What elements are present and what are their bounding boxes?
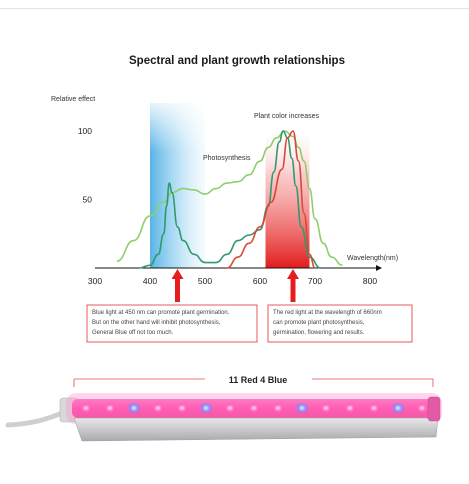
red-note-line-3: germination, flowering and results. xyxy=(273,330,365,336)
photosynthesis-label: Photosynthesis xyxy=(203,155,251,162)
chart-title: Spectral and plant growth relationships xyxy=(129,55,345,67)
red-note-line-2: can promote plant photosynthesis, xyxy=(273,320,365,326)
y-axis-label: Relative effect xyxy=(51,96,95,103)
led-red xyxy=(271,402,285,414)
led-red xyxy=(247,402,261,414)
x-tick-label: 700 xyxy=(308,276,322,286)
red-band xyxy=(265,125,310,268)
chart-area: Relative effect Wavelength(nm) 300 400 500 60… xyxy=(51,96,398,302)
power-cord xyxy=(5,410,65,428)
led-red xyxy=(175,402,189,414)
led-red xyxy=(343,402,357,414)
end-cap-right xyxy=(427,396,441,422)
led-red xyxy=(367,402,381,414)
led-red xyxy=(415,402,429,414)
x-tick-label: 500 xyxy=(198,276,212,286)
product-illustration: 11 Red 4 Blue xyxy=(5,375,442,442)
x-tick-label: 800 xyxy=(363,276,377,286)
red-note-box xyxy=(267,304,413,343)
led-red xyxy=(151,402,165,414)
x-tick-label: 400 xyxy=(143,276,157,286)
x-tick-label: 300 xyxy=(88,276,102,286)
plant-color-label: Plant color increases xyxy=(254,113,319,120)
blue-note-box xyxy=(86,304,258,343)
led-red xyxy=(79,402,93,414)
x-tick-label: 600 xyxy=(253,276,267,286)
led-row xyxy=(79,402,429,414)
chlorophyll-curve xyxy=(138,130,321,269)
y-tick-label: 50 xyxy=(83,195,93,205)
tube-base xyxy=(73,417,439,442)
x-axis-label: Wavelength(nm) xyxy=(347,255,398,262)
led-blue xyxy=(295,402,309,414)
red-note-line-1: The red light at the wavelength of 660nm xyxy=(273,310,382,316)
led-blue xyxy=(127,402,141,414)
led-red xyxy=(223,402,237,414)
led-red xyxy=(103,402,117,414)
x-axis-arrow xyxy=(376,265,382,271)
led-blue xyxy=(391,402,405,414)
led-red xyxy=(319,402,333,414)
blue-note-line-1: Blue light at 450 nm can promote plant g… xyxy=(92,310,230,316)
led-config-label: 11 Red 4 Blue xyxy=(229,375,288,385)
red-arrow xyxy=(287,269,299,302)
blue-note-line-3: General Blue off not too much. xyxy=(92,330,174,336)
blue-band-fade xyxy=(150,103,205,268)
led-blue xyxy=(199,402,213,414)
photosynthesis-curve xyxy=(116,130,343,267)
blue-note-line-2: But on the other hand will inhibit photo… xyxy=(92,320,221,326)
top-divider xyxy=(0,8,469,9)
red-absorption-curve xyxy=(226,130,316,269)
y-tick-label: 100 xyxy=(78,126,92,136)
blue-arrow xyxy=(171,269,184,302)
notes-area: Blue light at 450 nm can promote plant g… xyxy=(86,304,413,343)
